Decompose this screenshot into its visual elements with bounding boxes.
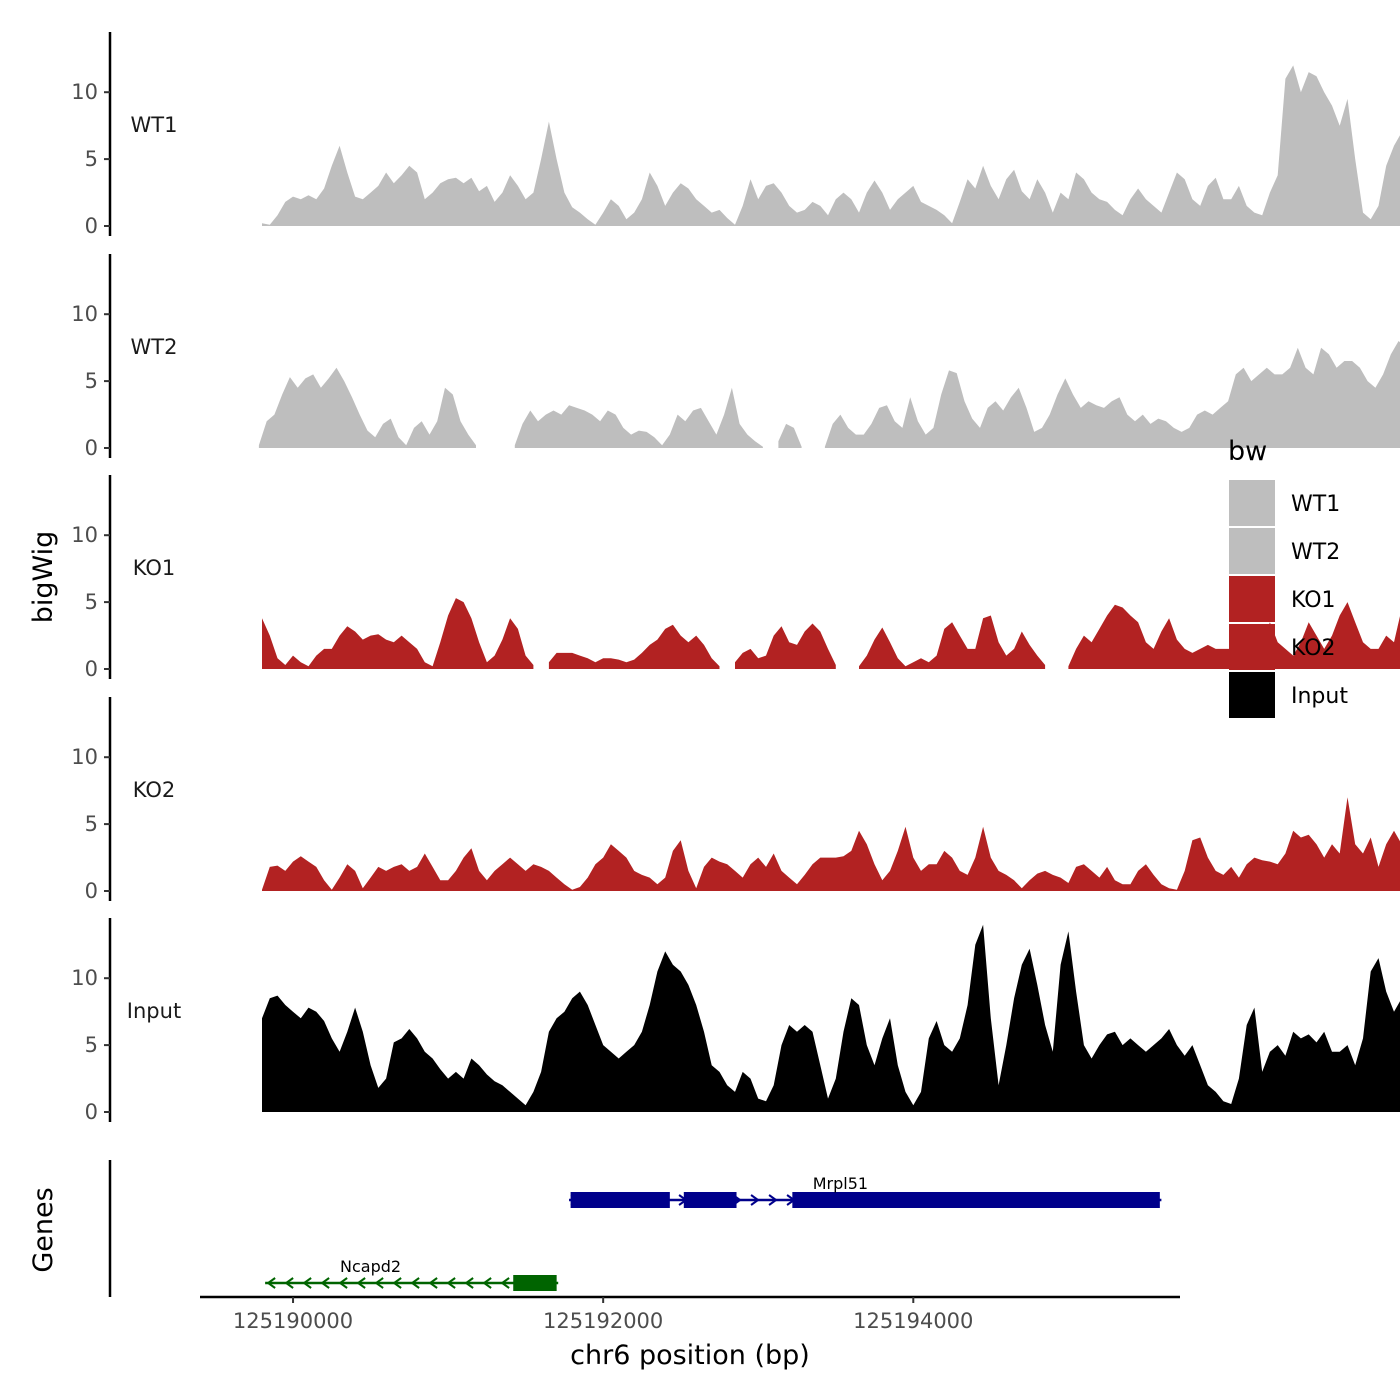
strand-arrow [338, 1277, 348, 1289]
legend-label: Input [1291, 684, 1348, 709]
strand-arrow [768, 1194, 778, 1206]
strand-arrow [302, 1277, 312, 1289]
y-tick-label: 0 [85, 1100, 98, 1124]
strand-arrow [320, 1277, 330, 1289]
y-tick-label: 5 [85, 1033, 98, 1057]
strand-arrow [356, 1277, 366, 1289]
legend-item-ko2: KO2 [1229, 624, 1336, 670]
y-tick-label: 5 [85, 147, 98, 171]
track-label: Input [127, 999, 181, 1023]
strand-arrow [266, 1277, 276, 1289]
gene-label: Mrpl51 [813, 1174, 868, 1193]
y-tick-label: 0 [85, 436, 98, 460]
legend-swatch [1229, 624, 1275, 670]
y-tick-label: 5 [85, 369, 98, 393]
strand-arrow [374, 1277, 384, 1289]
legend-label: WT2 [1291, 540, 1340, 565]
legend-label: KO1 [1291, 588, 1336, 613]
legend-item-wt1: WT1 [1229, 480, 1340, 526]
strand-arrow [500, 1277, 510, 1289]
legend-label: WT1 [1291, 492, 1340, 517]
track-label: KO1 [133, 556, 176, 580]
track-ko1: 0 5 10 KO1 [71, 475, 1400, 681]
track-label: KO2 [133, 778, 176, 802]
x-axis-title: chr6 position (bp) [570, 1340, 810, 1371]
track-label: WT2 [131, 335, 178, 359]
legend-swatch [1229, 576, 1275, 622]
y-axis-title: bigWig [28, 531, 59, 624]
legend-title: bw [1228, 436, 1267, 467]
coverage-area [262, 924, 1400, 1112]
coverage-area [262, 598, 534, 669]
strand-arrow [392, 1277, 402, 1289]
y-tick-label: 10 [71, 966, 98, 990]
y-tick-label: 0 [85, 214, 98, 238]
legend-item-ko1: KO1 [1229, 576, 1336, 622]
y-tick-label: 10 [71, 745, 98, 769]
strand-arrow [410, 1277, 420, 1289]
legend-swatch [1229, 528, 1275, 574]
coverage-area [859, 615, 1046, 669]
y-tick-label: 10 [71, 523, 98, 547]
legend-swatch [1229, 480, 1275, 526]
track-wt1: 0 5 10 WT1 [71, 32, 1400, 238]
legend-item-input: Input [1229, 672, 1348, 718]
gene-track: Mrpl51 Ncapd2 [108, 1160, 1162, 1297]
strand-arrow [428, 1277, 438, 1289]
x-tick-label: 125194000 [853, 1309, 973, 1333]
gene-ncapd2: Ncapd2 [265, 1257, 559, 1291]
y-tick-label: 10 [71, 80, 98, 104]
track-label: WT1 [131, 113, 178, 137]
y-tick-label: 5 [85, 812, 98, 836]
strand-arrow [750, 1194, 760, 1206]
coverage-area [514, 387, 763, 448]
coverage-area [1068, 602, 1400, 669]
y-tick-label: 10 [71, 302, 98, 326]
genes-axis-title: Genes [28, 1187, 59, 1272]
coverage-area [262, 797, 1400, 891]
y-tick-label: 5 [85, 590, 98, 614]
y-tick-label: 0 [85, 879, 98, 903]
gene-exon [683, 1192, 737, 1208]
x-tick-label: 125192000 [543, 1309, 663, 1333]
coverage-area [735, 623, 836, 669]
gene-exon [792, 1192, 1160, 1208]
gene-mrpl51: Mrpl51 [569, 1174, 1162, 1208]
strand-arrow [284, 1277, 294, 1289]
strand-arrow [464, 1277, 474, 1289]
legend-label: KO2 [1291, 636, 1336, 661]
coverage-area [258, 367, 476, 448]
track-wt2: 0 5 10 WT2 [71, 254, 1400, 460]
legend-swatch [1229, 672, 1275, 718]
x-axis: 125190000 125192000 125194000 [200, 1295, 1180, 1333]
coverage-tracks: 0 5 10 WT1 0 5 10 WT2 0 5 10 KO1 0 5 10 KO2 0 5 10 Input [71, 32, 1400, 1124]
coverage-area [778, 423, 802, 448]
legend-item-wt2: WT2 [1229, 528, 1340, 574]
strand-arrow [482, 1277, 492, 1289]
coverage-area [824, 341, 1400, 448]
y-tick-label: 0 [85, 657, 98, 681]
coverage-area [262, 65, 1400, 226]
x-tick-label: 125190000 [233, 1309, 353, 1333]
gene-exon [570, 1192, 670, 1208]
track-ko2: 0 5 10 KO2 [71, 697, 1400, 903]
gene-exon [513, 1275, 557, 1291]
legend: bw WT1 WT2 KO1 KO2 Input [1228, 436, 1348, 718]
coverage-area [548, 624, 720, 669]
strand-arrow [446, 1277, 456, 1289]
track-input: 0 5 10 Input [71, 918, 1400, 1124]
gene-label: Ncapd2 [340, 1257, 401, 1276]
